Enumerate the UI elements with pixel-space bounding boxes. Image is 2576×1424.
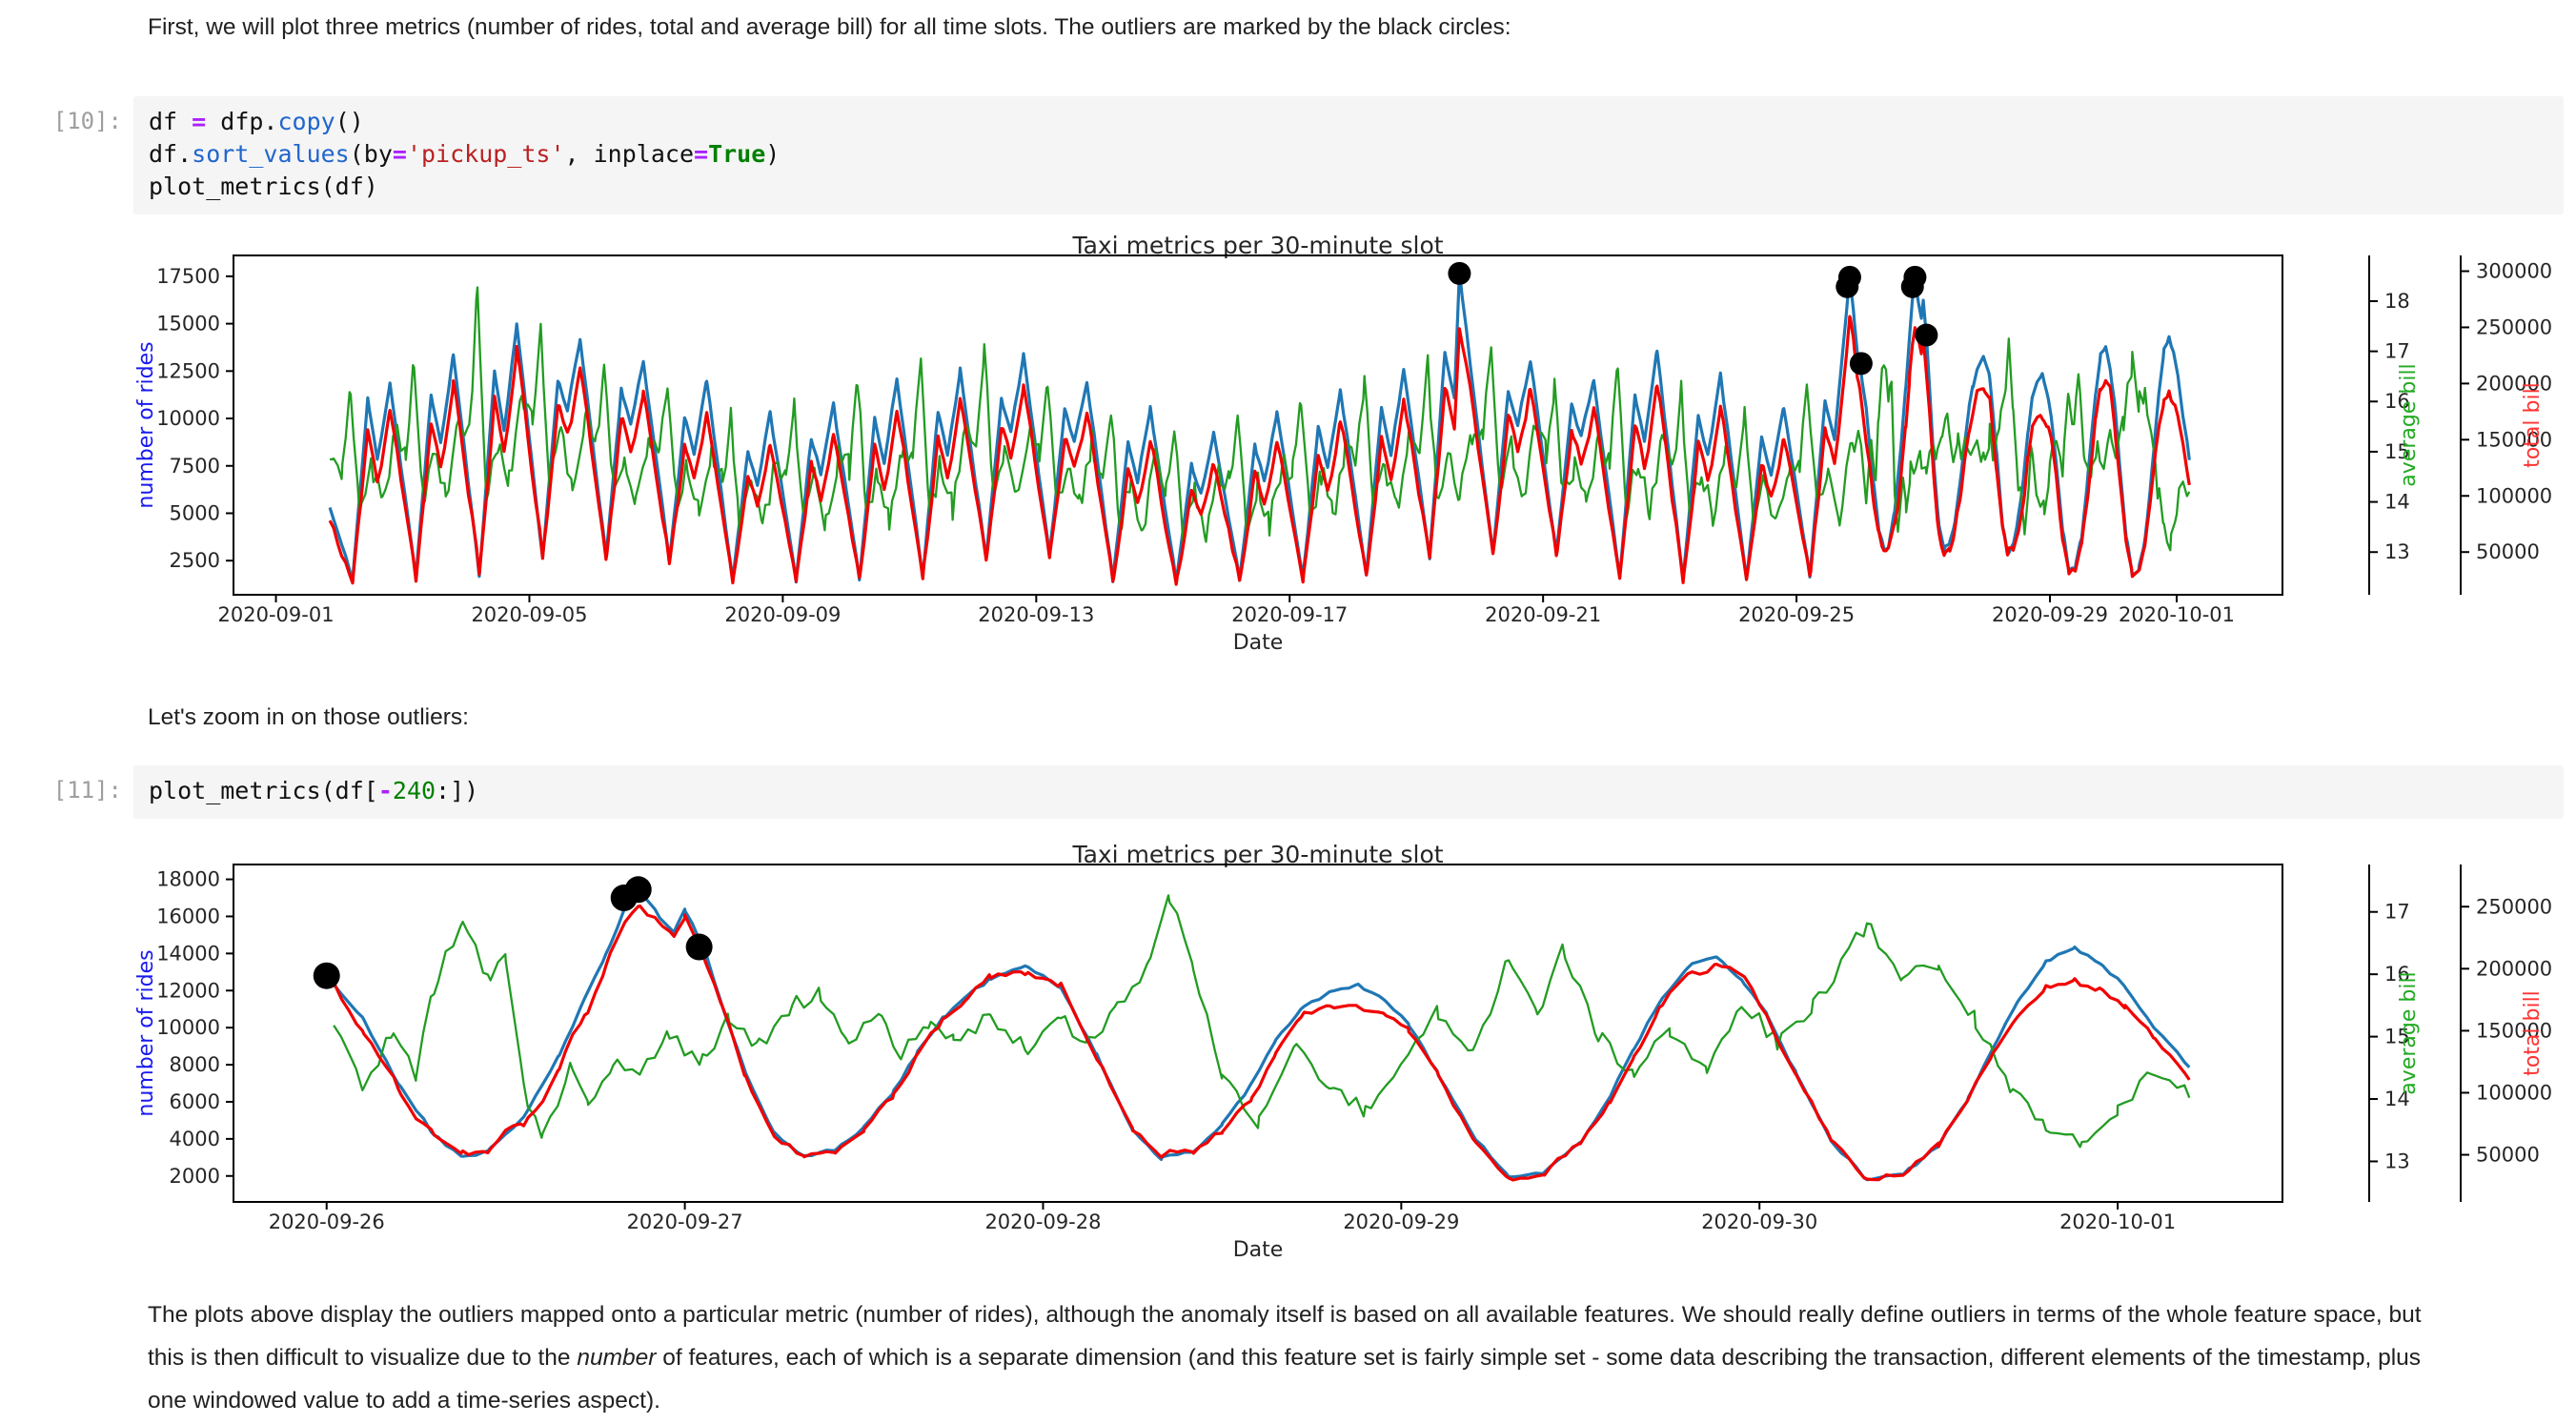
svg-text:5000: 5000 — [170, 501, 220, 524]
svg-text:100000: 100000 — [2476, 1081, 2552, 1104]
input-prompt-10: [10]: — [52, 108, 122, 134]
svg-text:13: 13 — [2384, 540, 2410, 563]
svg-text:average bill: average bill — [2397, 971, 2421, 1094]
svg-text:number of rides: number of rides — [134, 949, 158, 1116]
intro-text: First, we will plot three metrics (numbe… — [148, 14, 1511, 40]
final-text-part2: of features, each of which is a separate… — [148, 1345, 2422, 1414]
svg-text:2020-09-01: 2020-09-01 — [218, 603, 335, 626]
svg-text:15000: 15000 — [156, 313, 220, 336]
svg-text:15: 15 — [2384, 1026, 2410, 1048]
svg-text:17500: 17500 — [156, 265, 220, 288]
svg-text:total bill: total bill — [2521, 990, 2545, 1076]
svg-text:300000: 300000 — [2476, 260, 2552, 283]
svg-text:2020-10-01: 2020-10-01 — [2119, 603, 2235, 626]
figure-output-1: Taxi metrics per 30-minute slot 2500 5000 7… — [133, 229, 2576, 667]
svg-text:2020-10-01: 2020-10-01 — [2059, 1210, 2176, 1233]
code-editor-11[interactable]: plot_metrics(df[-240:]) — [133, 765, 2564, 819]
svg-text:7500: 7500 — [170, 455, 220, 478]
taxi-metrics-chart-1: Taxi metrics per 30-minute slot250050007… — [134, 232, 2552, 655]
code-cell-11: [11]: plot_metrics(df[-240:]) — [0, 765, 2576, 819]
svg-text:150000: 150000 — [2476, 1019, 2552, 1042]
svg-text:2020-09-26: 2020-09-26 — [269, 1210, 385, 1233]
svg-text:14: 14 — [2384, 491, 2410, 514]
svg-text:100000: 100000 — [2476, 484, 2552, 507]
svg-text:16000: 16000 — [156, 905, 220, 927]
svg-text:250000: 250000 — [2476, 315, 2552, 338]
svg-text:200000: 200000 — [2476, 957, 2552, 980]
svg-text:10000: 10000 — [156, 407, 220, 430]
svg-text:number of rides: number of rides — [134, 341, 158, 508]
svg-text:250000: 250000 — [2476, 895, 2552, 918]
markdown-cell-final: The plots above display the outliers map… — [148, 1293, 2462, 1422]
svg-text:2020-09-30: 2020-09-30 — [1701, 1210, 1817, 1233]
final-text-part1: The plots above display the outliers map… — [148, 1302, 2422, 1371]
svg-text:total bill: total bill — [2521, 382, 2545, 468]
input-prompt-11: [11]: — [52, 777, 122, 804]
svg-text:50000: 50000 — [2476, 540, 2540, 563]
svg-text:150000: 150000 — [2476, 428, 2552, 451]
svg-text:14000: 14000 — [156, 942, 220, 965]
svg-text:18: 18 — [2384, 290, 2410, 313]
svg-text:200000: 200000 — [2476, 372, 2552, 395]
svg-text:2020-09-29: 2020-09-29 — [1343, 1210, 1459, 1233]
svg-text:6000: 6000 — [170, 1090, 220, 1113]
svg-text:2020-09-25: 2020-09-25 — [1738, 603, 1855, 626]
svg-text:18000: 18000 — [156, 868, 220, 891]
svg-text:12000: 12000 — [156, 979, 220, 1002]
final-text: The plots above display the outliers map… — [148, 1293, 2462, 1422]
svg-text:2020-09-09: 2020-09-09 — [724, 603, 841, 626]
svg-text:2020-09-13: 2020-09-13 — [978, 603, 1094, 626]
svg-text:4000: 4000 — [170, 1128, 220, 1150]
svg-text:2020-09-29: 2020-09-29 — [1992, 603, 2108, 626]
markdown-cell-zoom: Let's zoom in on those outliers: — [148, 696, 2462, 739]
svg-text:50000: 50000 — [2476, 1144, 2540, 1167]
svg-text:15: 15 — [2384, 440, 2410, 463]
svg-text:8000: 8000 — [170, 1053, 220, 1076]
svg-text:14: 14 — [2384, 1088, 2410, 1110]
svg-text:Date: Date — [1233, 631, 1284, 655]
svg-text:2500: 2500 — [170, 549, 220, 572]
svg-text:2000: 2000 — [170, 1165, 220, 1188]
svg-text:average bill: average bill — [2397, 363, 2421, 486]
svg-text:2020-09-05: 2020-09-05 — [471, 603, 587, 626]
code-editor-10[interactable]: df = dfp.copy() df.sort_values(by='picku… — [133, 96, 2564, 214]
svg-text:13: 13 — [2384, 1149, 2410, 1172]
svg-text:10000: 10000 — [156, 1016, 220, 1039]
svg-text:16: 16 — [2384, 963, 2410, 986]
svg-text:16: 16 — [2384, 390, 2410, 413]
svg-text:12500: 12500 — [156, 359, 220, 382]
svg-text:2020-09-17: 2020-09-17 — [1231, 603, 1348, 626]
markdown-cell-intro: First, we will plot three metrics (numbe… — [148, 6, 2462, 49]
svg-text:2020-09-21: 2020-09-21 — [1485, 603, 1601, 626]
svg-text:Date: Date — [1233, 1238, 1284, 1262]
svg-text:17: 17 — [2384, 340, 2410, 363]
final-text-em: number — [577, 1345, 657, 1371]
svg-text:2020-09-28: 2020-09-28 — [984, 1210, 1101, 1233]
taxi-metrics-chart-2: Taxi metrics per 30-minute slot200040006… — [134, 841, 2552, 1262]
code-cell-10: [10]: df = dfp.copy() df.sort_values(by=… — [0, 96, 2576, 214]
svg-text:2020-09-27: 2020-09-27 — [627, 1210, 743, 1233]
zoom-text: Let's zoom in on those outliers: — [148, 704, 469, 730]
figure-output-2: Taxi metrics per 30-minute slot 2000 4000 6… — [133, 834, 2576, 1272]
svg-text:17: 17 — [2384, 901, 2410, 924]
